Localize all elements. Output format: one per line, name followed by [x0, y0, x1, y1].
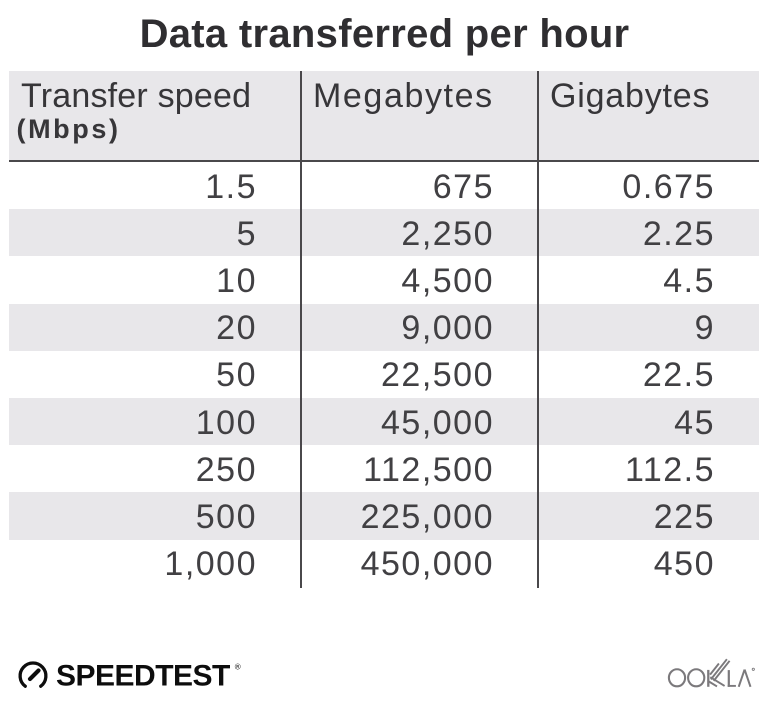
svg-text:SPEEDTEST: SPEEDTEST: [56, 660, 230, 693]
svg-text:®: ®: [235, 663, 241, 672]
